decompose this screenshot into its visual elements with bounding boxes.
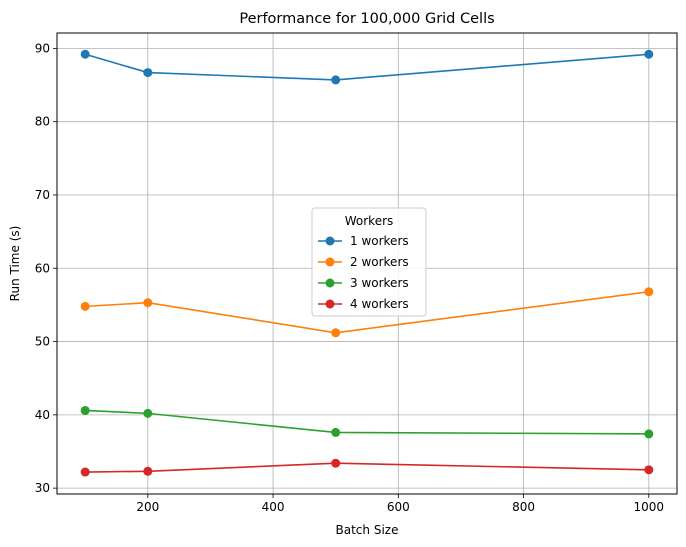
plot-area (56, 32, 678, 495)
legend-marker (325, 257, 335, 267)
y-tick-label: 50 (35, 335, 50, 349)
y-tick-label: 30 (35, 481, 50, 495)
legend-item: 1 workers (318, 234, 409, 248)
y-axis: 30 40 50 60 70 80 90 (35, 41, 57, 495)
y-tick-label: 40 (35, 408, 50, 422)
y-tick-label: 80 (35, 115, 50, 129)
y-tick-label: 90 (35, 41, 50, 55)
legend-items: 1 workers 2 workers 3 workers 4 workers (318, 234, 409, 311)
data-point (644, 465, 654, 475)
data-point (80, 49, 90, 59)
data-point (331, 75, 341, 85)
series-group (80, 49, 654, 477)
data-point (80, 467, 90, 477)
legend-box (311, 207, 427, 317)
x-tick-label: 600 (387, 500, 410, 514)
data-point (143, 466, 153, 476)
x-tick-label: 200 (136, 500, 159, 514)
legend-item: 4 workers (318, 297, 409, 311)
legend-marker (325, 278, 335, 288)
legend-title: Workers (345, 214, 394, 228)
legend-item: 2 workers (318, 255, 409, 269)
x-axis-label: Batch Size (336, 523, 399, 537)
legend-marker (325, 236, 335, 246)
series-1-workers (80, 49, 654, 85)
legend-label: 3 workers (350, 276, 409, 290)
chart-title: Performance for 100,000 Grid Cells (239, 11, 494, 27)
data-point (644, 429, 654, 439)
legend-label: 4 workers (350, 297, 409, 311)
series-line (84, 53, 649, 81)
y-tick-label: 60 (35, 261, 50, 275)
legend-label: 2 workers (350, 255, 409, 269)
data-point (80, 405, 90, 415)
data-point (644, 49, 654, 59)
data-point (143, 408, 153, 418)
series-line (85, 409, 649, 435)
series-line (85, 462, 649, 473)
x-tick-label: 1000 (634, 500, 665, 514)
series-4-workers (80, 458, 654, 477)
series-line (85, 290, 649, 334)
y-axis-label: Run Time (s) (8, 226, 22, 302)
data-point (143, 298, 153, 308)
data-point (143, 68, 153, 78)
x-axis: 200 400 600 800 1000 (136, 494, 664, 514)
data-point (331, 427, 341, 437)
y-tick-label: 70 (35, 188, 50, 202)
legend-item: 3 workers (318, 276, 409, 290)
data-point (331, 328, 341, 338)
legend-label: 1 workers (350, 234, 409, 248)
x-tick-label: 800 (512, 500, 535, 514)
x-tick-label: 400 (262, 500, 285, 514)
legend: Workers 1 workers 2 workers 3 workers 4 wor… (311, 207, 427, 317)
data-point (644, 287, 654, 297)
data-point (80, 301, 90, 311)
series-2-workers (80, 287, 654, 338)
data-point (331, 458, 341, 468)
series-3-workers (80, 405, 654, 439)
legend-marker (325, 299, 335, 309)
